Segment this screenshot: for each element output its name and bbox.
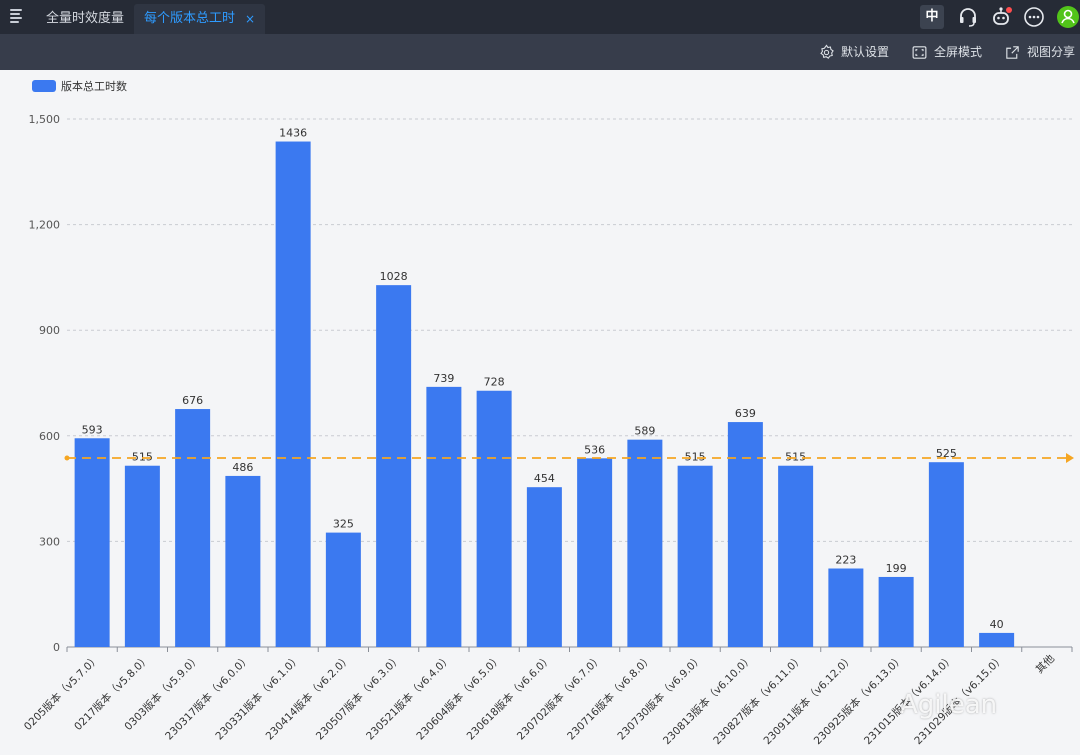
- share-view-label: 视图分享: [1027, 45, 1076, 59]
- x-tick-label: 230521版本（v6.4.0）: [363, 652, 454, 743]
- bar: [225, 475, 261, 647]
- average-line-arrow: [1066, 452, 1074, 463]
- bar: [677, 465, 713, 647]
- default-settings-label: 默认设置: [841, 45, 890, 59]
- bar: [727, 422, 763, 647]
- toolbar: 默认设置 全屏模式 视图分享: [0, 34, 1080, 70]
- bar: [124, 465, 160, 647]
- bar: [928, 462, 964, 647]
- watermark: Agilean: [900, 690, 997, 720]
- x-tick-label: 230827版本（v6.11.0）: [710, 652, 805, 747]
- fullscreen-button[interactable]: 全屏模式: [911, 34, 985, 70]
- bar: [577, 458, 613, 647]
- data-label: 739: [433, 372, 454, 385]
- data-label: 1028: [380, 270, 408, 283]
- y-tick-label: 0: [53, 641, 60, 654]
- data-label: 1436: [279, 127, 307, 140]
- bar: [275, 141, 311, 647]
- data-label: 639: [735, 407, 756, 420]
- x-tick-label: 230604版本（v6.5.0）: [414, 652, 505, 743]
- x-tick-label: 230925版本（v6.13.0）: [811, 652, 906, 747]
- headset-icon[interactable]: [956, 5, 980, 29]
- data-label: 325: [333, 518, 354, 531]
- more-icon[interactable]: [1022, 5, 1046, 29]
- data-label: 676: [182, 394, 203, 407]
- robot-icon[interactable]: [989, 5, 1013, 29]
- bar: [325, 532, 361, 647]
- close-icon[interactable]: ×: [244, 12, 256, 26]
- data-label: 515: [685, 451, 706, 464]
- data-label: 525: [936, 447, 957, 460]
- data-label: 593: [82, 423, 103, 436]
- bar: [878, 576, 914, 647]
- watermark-text: Agilean: [900, 690, 998, 720]
- x-tick-label: 230331版本（v6.1.0）: [213, 652, 304, 743]
- x-tick-label: 230702版本（v6.7.0）: [514, 652, 605, 743]
- top-bar: 全量时效度量 每个版本总工时 × 中: [0, 0, 1080, 34]
- y-tick-label: 600: [39, 430, 60, 443]
- data-label: 40: [990, 618, 1004, 631]
- x-tick-label: 230507版本（v6.3.0）: [313, 652, 404, 743]
- data-label: 589: [634, 425, 655, 438]
- x-tick-label: 230813版本（v6.10.0）: [660, 652, 755, 747]
- y-tick-label: 1,500: [29, 113, 61, 126]
- bar: [979, 632, 1015, 647]
- x-tick-label: 230716版本（v6.8.0）: [564, 652, 655, 743]
- tab-full-timeliness[interactable]: 全量时效度量: [36, 4, 134, 34]
- x-tick-label: 230618版本（v6.6.0）: [464, 652, 555, 743]
- notification-dot: [1006, 7, 1012, 13]
- data-label: 223: [835, 554, 856, 567]
- x-tick-label: 其他: [1033, 652, 1057, 676]
- bar-chart: 03006009001,2001,5005930205版本（v5.7.0）515…: [21, 113, 1074, 747]
- bar: [778, 465, 814, 647]
- y-tick-label: 300: [39, 535, 60, 548]
- language-toggle[interactable]: 中: [920, 5, 944, 29]
- legend-label: 版本总工时数: [61, 80, 127, 93]
- tab-label: 全量时效度量: [46, 11, 125, 26]
- bar: [175, 409, 211, 647]
- data-label: 454: [534, 472, 555, 485]
- default-settings-button[interactable]: 默认设置: [818, 34, 892, 70]
- data-label: 728: [484, 376, 505, 389]
- tab-version-hours[interactable]: 每个版本总工时 ×: [134, 4, 266, 34]
- gear-icon: [820, 44, 834, 59]
- legend-swatch: [32, 80, 56, 92]
- fullscreen-icon: [912, 46, 927, 59]
- bar: [376, 285, 412, 647]
- bar: [74, 438, 110, 647]
- data-label: 536: [584, 443, 605, 456]
- y-tick-label: 1,200: [29, 219, 61, 232]
- bar: [426, 386, 462, 647]
- x-tick-label: 230730版本（v6.9.0）: [615, 652, 706, 743]
- x-tick-label: 230911版本（v6.12.0）: [761, 652, 856, 747]
- fullscreen-label: 全屏模式: [934, 45, 983, 59]
- average-line-start: [64, 455, 70, 461]
- bar: [828, 568, 864, 647]
- share-view-button[interactable]: 视图分享: [1004, 34, 1078, 70]
- x-tick-label: 230317版本（v6.0.0）: [162, 652, 253, 743]
- bar: [526, 487, 562, 647]
- menu-icon[interactable]: [8, 6, 28, 26]
- tab-label: 每个版本总工时: [144, 11, 236, 26]
- user-icon[interactable]: [1056, 5, 1080, 29]
- data-label: 199: [886, 562, 907, 575]
- bar: [476, 390, 512, 647]
- x-tick-label: 230414版本（v6.2.0）: [263, 652, 354, 743]
- y-tick-label: 900: [39, 324, 60, 337]
- bar: [627, 439, 663, 647]
- data-label: 486: [232, 461, 253, 474]
- share-icon: [1006, 46, 1019, 59]
